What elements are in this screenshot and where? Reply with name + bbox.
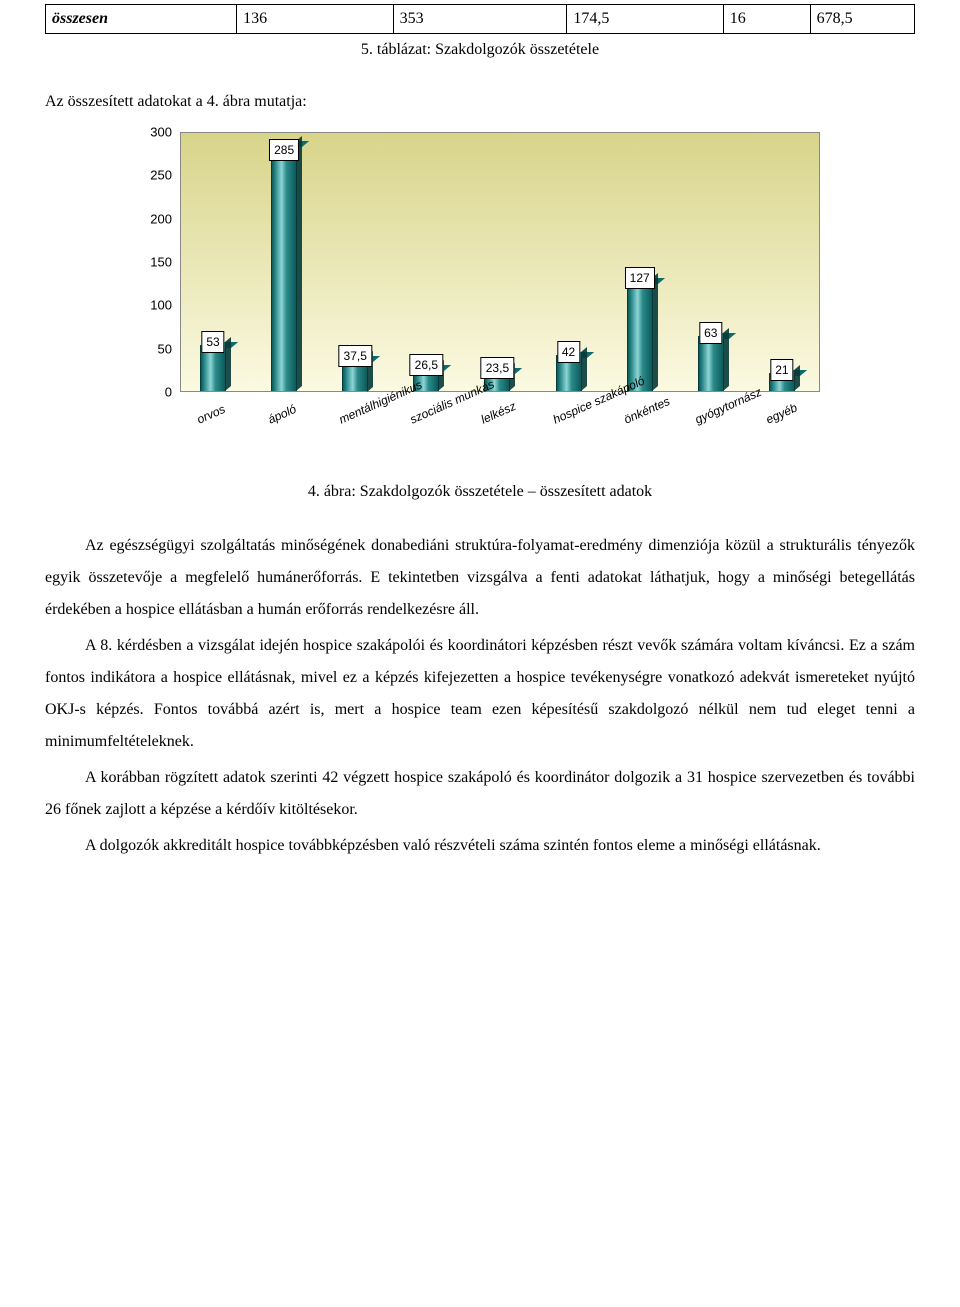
paragraph: A korábban rögzített adatok szerinti 42 …	[45, 762, 915, 826]
chart-plot-area: 53 285 37,5 26,5 23,5 42 127 63 21	[180, 132, 820, 392]
y-axis: 050100150200250300	[120, 132, 180, 392]
bar-value-label: 63	[699, 322, 722, 344]
summary-cell: 353	[393, 5, 567, 34]
intro-text: Az összesített adatokat a 4. ábra mutatj…	[45, 90, 915, 114]
x-tick-label: önkéntes	[621, 392, 673, 428]
x-tick-label: orvos	[194, 400, 228, 428]
y-tick: 0	[165, 382, 172, 402]
x-tick-label: egyéb	[763, 399, 800, 429]
bar-value-label: 285	[269, 139, 299, 161]
bar-value-label: 53	[201, 331, 224, 353]
bar-value-label: 127	[625, 267, 655, 289]
x-tick-label: lelkész	[478, 397, 519, 428]
summary-label: összesen	[46, 5, 237, 34]
table-row: összesen 136 353 174,5 16 678,5	[46, 5, 915, 34]
bar-value-label: 26,5	[410, 354, 443, 376]
table-caption: 5. táblázat: Szakdolgozók összetétele	[45, 38, 915, 62]
bar-value-label: 37,5	[339, 345, 372, 367]
chart-bar	[271, 144, 297, 391]
x-axis-labels: orvosápolómentálhigiénikusszociális munk…	[180, 394, 820, 464]
bar-value-label: 23,5	[481, 357, 514, 379]
y-tick: 50	[158, 339, 172, 359]
y-tick: 300	[150, 122, 172, 142]
y-tick: 150	[150, 252, 172, 272]
y-tick: 200	[150, 209, 172, 229]
body-text: Az egészségügyi szolgáltatás minőségének…	[45, 530, 915, 862]
summary-cell: 16	[723, 5, 810, 34]
paragraph: A dolgozók akkreditált hospice továbbkép…	[45, 830, 915, 862]
bar-value-label: 42	[557, 341, 580, 363]
chart-bar	[698, 336, 724, 391]
x-tick-label: ápoló	[265, 400, 299, 428]
bar-value-label: 21	[770, 359, 793, 381]
bars-container: 53 285 37,5 26,5 23,5 42 127 63 21	[181, 133, 819, 391]
bar-chart: 050100150200250300 5328537,526,523,54212…	[120, 132, 840, 472]
summary-table: összesen 136 353 174,5 16 678,5	[45, 4, 915, 34]
summary-cell: 174,5	[567, 5, 723, 34]
summary-cell: 136	[237, 5, 393, 34]
chart-caption: 4. ábra: Szakdolgozók összetétele – össz…	[45, 480, 915, 504]
paragraph: Az egészségügyi szolgáltatás minőségének…	[45, 530, 915, 626]
paragraph: A 8. kérdésben a vizsgálat idején hospic…	[45, 630, 915, 758]
summary-cell: 678,5	[810, 5, 914, 34]
y-tick: 100	[150, 296, 172, 316]
y-tick: 250	[150, 166, 172, 186]
